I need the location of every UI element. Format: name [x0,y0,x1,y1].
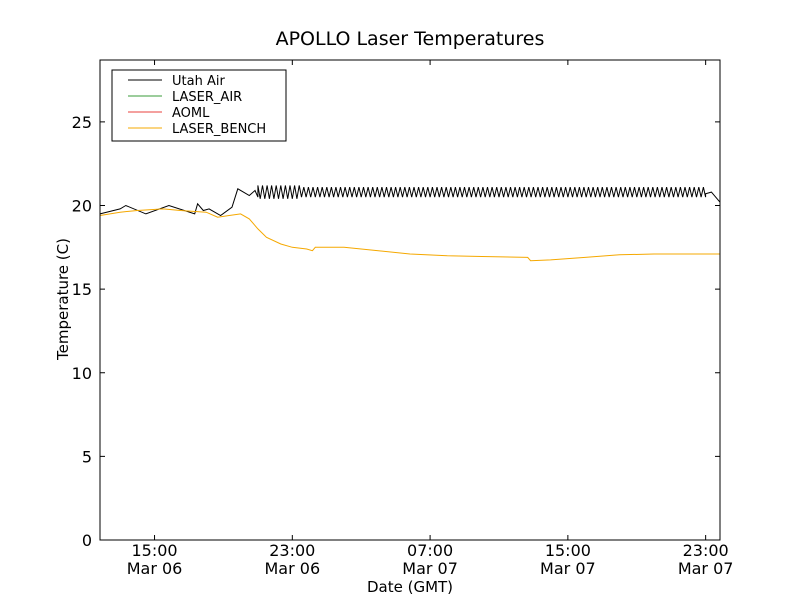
x-tick-label-time: 23:00 [269,541,315,560]
y-tick-label: 20 [72,197,92,216]
legend-box [111,69,287,142]
plot-series [99,185,721,262]
x-tick-label-time: 07:00 [407,541,453,560]
y-tick-label: 15 [72,280,92,299]
chart-title: APOLLO Laser Temperatures [276,28,545,50]
legend-label: LASER_AIR [172,90,242,105]
x-axis-label: Date (GMT) [367,578,453,596]
y-tick-label: 5 [82,447,92,466]
legend-label: AOML [172,106,210,121]
plot-frame [99,59,721,541]
y-tick-label: 10 [72,364,92,383]
y-axis-label: Temperature (C) [54,238,72,361]
x-tick-label-date: Mar 07 [678,559,734,578]
series-line-0 [99,185,721,217]
x-tick-label-date: Mar 07 [540,559,596,578]
y-tick-label: 0 [82,531,92,550]
x-tick-label-date: Mar 06 [127,559,183,578]
x-tick-label-time: 23:00 [683,541,729,560]
x-tick-label-date: Mar 07 [402,559,458,578]
series-line-3 [99,208,720,262]
x-tick-label-time: 15:00 [131,541,177,560]
legend-label: LASER_BENCH [172,122,266,137]
y-tick-label: 25 [72,113,92,132]
x-tick-label-time: 15:00 [545,541,591,560]
legend-label: Utah Air [172,74,225,89]
x-tick-label-date: Mar 06 [264,559,320,578]
